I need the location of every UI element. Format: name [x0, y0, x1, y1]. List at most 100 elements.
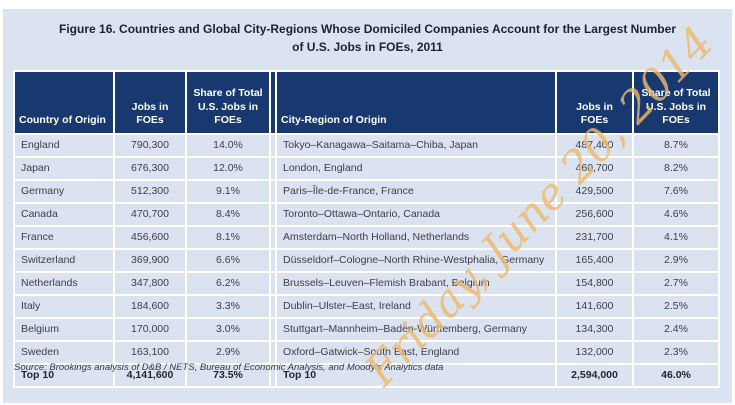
separator-cell [269, 271, 277, 296]
country-jobs-cell: 456,600 [113, 225, 187, 250]
country-cell: Canada [13, 202, 115, 227]
country-share-cell: 6.6% [185, 248, 271, 273]
city-share-cell: 2.9% [632, 248, 720, 273]
table-row: Switzerland 369,900 6.6% Düsseldorf–Cologne… [13, 248, 720, 273]
city-share-cell: 2.4% [632, 317, 720, 342]
country-jobs-cell: 790,300 [113, 133, 187, 158]
city-jobs-cell: 134,300 [555, 317, 634, 342]
header-row: Country of Origin Jobs in FOEs Share of … [13, 70, 720, 135]
separator-cell [269, 156, 277, 181]
country-share-cell: 14.0% [185, 133, 271, 158]
country-cell: Italy [13, 294, 115, 319]
source-note: Source: Brookings analysis of D&B / NETS… [14, 362, 444, 373]
country-cell: Netherlands [13, 271, 115, 296]
city-jobs-cell: 231,700 [555, 225, 634, 250]
total-label-right: Top 10 [275, 363, 557, 388]
country-jobs-cell: 163,100 [113, 340, 187, 365]
table-row: Italy 184,600 3.3% Dublin–Ulster–East, Irel… [13, 294, 720, 319]
country-share-cell: 3.3% [185, 294, 271, 319]
col-header-city: City-Region of Origin [275, 70, 557, 135]
city-jobs-cell: 141,600 [555, 294, 634, 319]
separator-cell [269, 179, 277, 204]
country-jobs-cell: 347,800 [113, 271, 187, 296]
table-row: England 790,300 14.0% Tokyo–Kanagawa–Saitam… [13, 133, 720, 158]
total-label-left: Top 10 [13, 363, 115, 388]
city-share-cell: 4.6% [632, 202, 720, 227]
city-jobs-cell: 487,400 [555, 133, 634, 158]
country-cell: Japan [13, 156, 115, 181]
separator-cell [269, 225, 277, 250]
separator-cell [269, 363, 277, 388]
city-cell: Dublin–Ulster–East, Ireland [275, 294, 557, 319]
separator-cell [269, 340, 277, 365]
city-share-cell: 4.1% [632, 225, 720, 250]
country-cell: Switzerland [13, 248, 115, 273]
city-cell: Oxford–Gatwick–South East, England [275, 340, 557, 365]
separator-cell [269, 248, 277, 273]
city-share-cell: 2.5% [632, 294, 720, 319]
city-cell: Tokyo–Kanagawa–Saitama–Chiba, Japan [275, 133, 557, 158]
city-share-cell: 2.7% [632, 271, 720, 296]
country-cell: France [13, 225, 115, 250]
country-share-cell: 8.1% [185, 225, 271, 250]
table-body: England 790,300 14.0% Tokyo–Kanagawa–Saitam… [13, 133, 720, 388]
city-share-cell: 8.7% [632, 133, 720, 158]
figure-title: Figure 16. Countries and Global City-Reg… [0, 20, 735, 56]
foe-jobs-table: Country of Origin Jobs in FOEs Share of … [13, 70, 720, 388]
col-header-jobs-right: Jobs in FOEs [555, 70, 634, 135]
table-row: Germany 512,300 9.1% Paris–Île-de-France, F… [13, 179, 720, 204]
country-cell: Belgium [13, 317, 115, 342]
country-jobs-cell: 184,600 [113, 294, 187, 319]
city-cell: Paris–Île-de-France, France [275, 179, 557, 204]
table-row: France 456,600 8.1% Amsterdam–North Holland… [13, 225, 720, 250]
country-jobs-cell: 512,300 [113, 179, 187, 204]
city-jobs-cell: 460,700 [555, 156, 634, 181]
city-share-cell: 2.3% [632, 340, 720, 365]
city-jobs-cell: 165,400 [555, 248, 634, 273]
col-header-share-right: Share of Total U.S. Jobs in FOEs [632, 70, 720, 135]
table-header: Country of Origin Jobs in FOEs Share of … [13, 70, 720, 135]
col-header-jobs-left: Jobs in FOEs [113, 70, 187, 135]
city-jobs-cell: 154,800 [555, 271, 634, 296]
city-cell: Brussels–Leuven–Flemish Brabant, Belgium [275, 271, 557, 296]
total-city-share: 46.0% [632, 363, 720, 388]
city-cell: Düsseldorf–Cologne–North Rhine-Westphali… [275, 248, 557, 273]
city-cell: Amsterdam–North Holland, Netherlands [275, 225, 557, 250]
separator-cell [269, 202, 277, 227]
country-jobs-cell: 676,300 [113, 156, 187, 181]
total-country-jobs: 4,141,600 [113, 363, 187, 388]
table-row: Japan 676,300 12.0% London, England 460,700 8… [13, 156, 720, 181]
city-share-cell: 7.6% [632, 179, 720, 204]
city-cell: Toronto–Ottawa–Ontario, Canada [275, 202, 557, 227]
country-share-cell: 3.0% [185, 317, 271, 342]
total-country-share: 73.5% [185, 363, 271, 388]
total-row: Top 10 4,141,600 73.5% Top 10 2,594,000 46.0% [13, 363, 720, 388]
separator-cell [269, 133, 277, 158]
city-cell: London, England [275, 156, 557, 181]
country-cell: Sweden [13, 340, 115, 365]
country-share-cell: 9.1% [185, 179, 271, 204]
table-row: Belgium 170,000 3.0% Stuttgart–Mannheim–Bad… [13, 317, 720, 342]
col-header-country: Country of Origin [13, 70, 115, 135]
table-row: Netherlands 347,800 6.2% Brussels–Leuven–Fl… [13, 271, 720, 296]
city-jobs-cell: 256,600 [555, 202, 634, 227]
figure-title-line1: Figure 16. Countries and Global City-Reg… [59, 22, 676, 36]
separator-cell [269, 317, 277, 342]
city-jobs-cell: 429,500 [555, 179, 634, 204]
country-jobs-cell: 170,000 [113, 317, 187, 342]
city-cell: Stuttgart–Mannheim–Baden-Württemberg, Ge… [275, 317, 557, 342]
table-row: Canada 470,700 8.4% Toronto–Ottawa–Ontario,… [13, 202, 720, 227]
country-share-cell: 2.9% [185, 340, 271, 365]
table-row: Sweden 163,100 2.9% Oxford–Gatwick–South Ea… [13, 340, 720, 365]
city-share-cell: 8.2% [632, 156, 720, 181]
country-share-cell: 8.4% [185, 202, 271, 227]
country-cell: Germany [13, 179, 115, 204]
figure-title-line2: of U.S. Jobs in FOEs, 2011 [292, 40, 443, 54]
country-share-cell: 12.0% [185, 156, 271, 181]
header-separator [269, 70, 277, 135]
country-jobs-cell: 369,900 [113, 248, 187, 273]
col-header-share-left: Share of Total U.S. Jobs in FOEs [185, 70, 271, 135]
city-jobs-cell: 132,000 [555, 340, 634, 365]
country-cell: England [13, 133, 115, 158]
separator-cell [269, 294, 277, 319]
